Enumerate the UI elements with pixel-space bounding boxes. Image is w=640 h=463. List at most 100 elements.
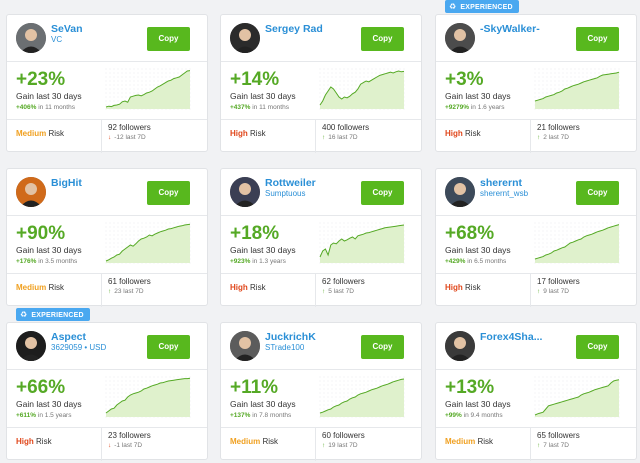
sparkline-area (106, 70, 190, 109)
arrow-up-icon: ↑ (108, 288, 112, 295)
total-gain-period: in 1.3 years (252, 258, 286, 265)
sparkline-line (319, 70, 405, 106)
arrow-down-icon: ↓ (108, 134, 112, 141)
trader-subtitle[interactable]: sherernt_wsb (480, 189, 529, 198)
copy-button[interactable]: Copy (147, 335, 190, 359)
avatar[interactable] (445, 177, 475, 207)
badge-label: EXPERIENCED (31, 312, 84, 319)
sparkline-area (320, 379, 404, 417)
copy-button[interactable]: Copy (147, 181, 190, 205)
trader-name[interactable]: BigHit (51, 177, 82, 189)
copy-button[interactable]: Copy (147, 27, 190, 51)
trader-subtitle[interactable]: Sumptuous (265, 189, 306, 198)
gain-sparkline (319, 68, 405, 110)
trader-card[interactable]: JuckrichK STrade100 Copy +11% Gain last 30 d… (220, 322, 422, 461)
followers-week: ↑ 19 last 7D (322, 442, 358, 449)
arrow-up-icon: ↑ (322, 442, 326, 449)
risk-word: Risk (36, 437, 52, 446)
trader-name[interactable]: JuckrichK (265, 331, 316, 343)
arrow-down-icon: ↓ (108, 442, 112, 449)
sparkline-line (105, 223, 191, 262)
followers-week-value: 19 last 7D (328, 442, 358, 449)
trader-name[interactable]: SeVan (51, 23, 83, 35)
sparkline-line (534, 379, 620, 416)
avatar[interactable] (230, 177, 260, 207)
trader-card[interactable]: Aspect 3629059 • USD Copy +66% Gain last 30 … (6, 322, 208, 461)
divider (436, 215, 636, 216)
avatar[interactable] (16, 23, 46, 53)
sparkline-line (534, 71, 620, 102)
followers-week-value: 16 last 7D (328, 134, 358, 141)
divider (436, 369, 636, 370)
trader-card[interactable]: SeVan VC Copy +23% Gain last 30 days +406% in… (6, 14, 208, 153)
divider (221, 369, 421, 370)
gain-value: +11% (230, 377, 279, 398)
divider (436, 61, 636, 62)
total-gain-period: in 1.5 years (37, 412, 72, 419)
divider (7, 119, 207, 120)
followers-week-value: 5 last 7D (328, 288, 354, 295)
sparkline-area (535, 72, 619, 109)
gain-sparkline (534, 68, 620, 110)
followers-week-value: 9 last 7D (543, 288, 569, 295)
trader-subtitle[interactable]: 3629059 • USD (51, 343, 107, 352)
trader-card[interactable]: BigHit Copy +90% Gain last 30 days +176% in … (6, 168, 208, 307)
divider (530, 273, 531, 307)
gain-value: +23% (16, 69, 66, 90)
sparkline-area (535, 379, 619, 417)
trader-card[interactable]: sherernt sherernt_wsb Copy +68% Gain last 30… (435, 168, 637, 307)
avatar[interactable] (445, 331, 475, 361)
gain-label: Gain last 30 days (230, 399, 296, 409)
trader-card[interactable]: -SkyWalker- Copy +3% Gain last 30 days +9279… (435, 14, 637, 153)
sparkline-area (106, 378, 190, 417)
avatar[interactable] (230, 331, 260, 361)
risk-word: Risk (250, 129, 266, 138)
risk-word: Risk (465, 283, 481, 292)
risk-word: Risk (477, 437, 494, 446)
total-gain-pct: +137% (230, 412, 251, 419)
trader-subtitle[interactable]: STrade100 (265, 343, 305, 352)
trader-subtitle[interactable]: VC (51, 35, 63, 44)
trader-name[interactable]: Forex4Sha... (480, 331, 543, 343)
divider (436, 273, 636, 274)
copy-button[interactable]: Copy (361, 335, 404, 359)
trader-name[interactable]: Sergey Rad (265, 23, 323, 35)
gain-label: Gain last 30 days (445, 399, 511, 409)
risk-level: Medium Risk (445, 437, 493, 446)
total-gain: +99% in 9.4 months (445, 412, 503, 419)
gain-value: +13% (445, 377, 495, 398)
total-gain-pct: +99% (445, 412, 462, 419)
gain-label: Gain last 30 days (16, 91, 82, 101)
avatar[interactable] (16, 331, 46, 361)
divider (315, 273, 316, 307)
avatar[interactable] (16, 177, 46, 207)
divider (7, 215, 207, 216)
avatar[interactable] (230, 23, 260, 53)
trader-card[interactable]: Forex4Sha... Copy +13% Gain last 30 days +99… (435, 322, 637, 461)
followers-week-value: 7 last 7D (543, 442, 569, 449)
followers-week: ↓ -12 last 7D (108, 134, 146, 141)
trader-name[interactable]: Aspect (51, 331, 87, 343)
avatar[interactable] (445, 23, 475, 53)
copy-button[interactable]: Copy (361, 27, 404, 51)
trader-name[interactable]: sherernt (480, 177, 523, 189)
trader-name[interactable]: Rottweiler (265, 177, 316, 189)
trader-name[interactable]: -SkyWalker- (480, 23, 540, 35)
gain-value: +90% (16, 223, 66, 244)
trader-card[interactable]: Sergey Rad Copy +14% Gain last 30 days +437%… (220, 14, 422, 153)
divider (7, 61, 207, 62)
divider (530, 119, 531, 153)
sparkline-line (319, 378, 405, 414)
copy-button[interactable]: Copy (576, 335, 619, 359)
divider (315, 119, 316, 153)
gain-value: +14% (230, 69, 280, 90)
copy-button[interactable]: Copy (576, 27, 619, 51)
risk-word: Risk (48, 129, 65, 138)
trader-card[interactable]: Rottweiler Sumptuous Copy +18% Gain last 30 … (220, 168, 422, 307)
followers-count: 62 followers (322, 277, 365, 286)
divider (101, 119, 102, 153)
sparkline-area (320, 71, 404, 109)
followers-count: 17 followers (537, 277, 580, 286)
copy-button[interactable]: Copy (361, 181, 404, 205)
copy-button[interactable]: Copy (576, 181, 619, 205)
